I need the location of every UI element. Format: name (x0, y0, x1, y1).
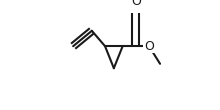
Text: O: O (131, 0, 141, 8)
Text: O: O (144, 40, 154, 53)
